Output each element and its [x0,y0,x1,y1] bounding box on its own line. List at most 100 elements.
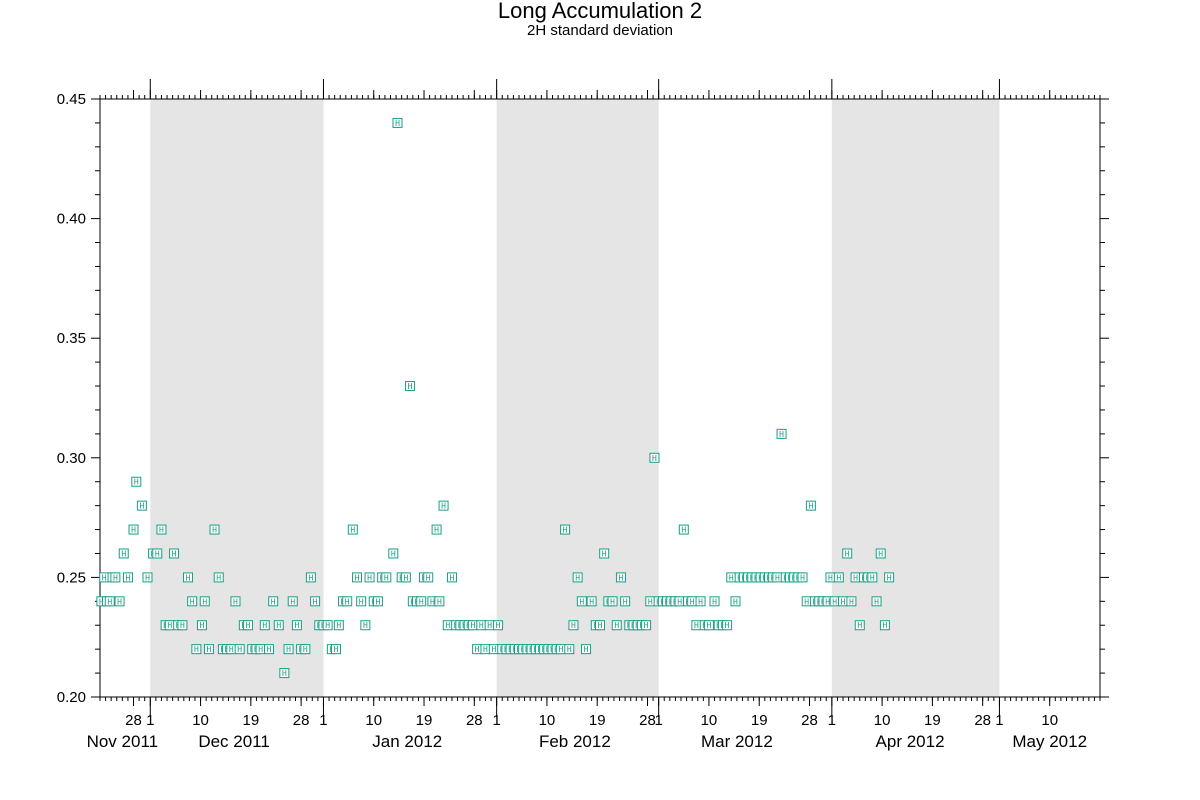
data-point: H [560,524,571,535]
data-point-symbol: H [246,621,251,630]
data-point-symbol: H [113,573,118,582]
data-point: H [438,500,449,511]
data-point: H [722,620,733,631]
data-point: H [199,596,210,607]
data-point: H [342,596,353,607]
data-point: H [875,548,886,559]
data-point-box [875,548,886,559]
x-tick-label: 10 [701,712,718,729]
data-point: H [829,596,840,607]
data-point-symbol: H [483,645,488,654]
data-point: H [372,596,383,607]
data-point: H [423,572,434,583]
data-point: H [867,572,878,583]
data-point-symbol: H [589,597,594,606]
data-point-symbol: H [267,645,272,654]
data-point-symbol: H [172,549,177,558]
data-point-symbol: H [194,645,199,654]
data-point-box [607,596,618,607]
x-tick-label: 1 [654,712,662,729]
data-point-symbol: H [186,573,191,582]
data-point-symbol: H [475,645,480,654]
data-point-symbol: H [363,621,368,630]
data-point: H [846,596,857,607]
data-point-symbol: H [584,645,589,654]
data-point-symbol: H [216,573,221,582]
data-point-box [283,644,294,655]
data-point: H [703,620,714,631]
x-month-label: Feb 2012 [539,732,611,751]
data-point-symbol: H [190,597,195,606]
data-point-symbol: H [853,573,858,582]
x-tick-label: 10 [539,712,556,729]
data-point-symbol: H [107,597,112,606]
data-point-box [446,572,457,583]
plot-frame [99,98,1101,698]
data-point-symbol: H [202,597,207,606]
data-point: H [196,620,207,631]
data-point: H [234,644,245,655]
data-point: H [838,596,849,607]
data-point-symbol: H [571,621,576,630]
x-tick-label: 1 [995,712,1003,729]
data-point: H [305,572,316,583]
data-point-symbol: H [426,573,431,582]
data-point: H [709,596,720,607]
x-month-label: Apr 2012 [876,732,945,751]
data-point-symbol: H [117,597,122,606]
data-point-symbol: H [575,573,580,582]
x-month-label: May 2012 [1012,732,1087,751]
data-point-symbol: H [729,573,734,582]
data-point: H [333,620,344,631]
data-point-box [142,572,153,583]
data-point-box [776,428,787,439]
data-point-box [203,644,214,655]
data-point: H [203,644,214,655]
data-point-box [493,620,504,631]
data-point-symbol: H [229,645,234,654]
data-point-symbol: H [598,621,603,630]
data-point-box [118,548,129,559]
data-point-symbol: H [849,597,854,606]
data-point-symbol: H [619,573,624,582]
data-point-box [152,548,163,559]
data-point: H [484,620,495,631]
data-point: H [674,596,685,607]
data-point: H [268,596,279,607]
data-point-box [110,572,121,583]
data-point: H [442,620,453,631]
data-point-symbol: H [139,502,144,511]
month-shading [150,99,1000,697]
data-point-symbol: H [878,549,883,558]
data-point: H [695,596,706,607]
data-point-box [279,668,290,679]
data-point-symbol: H [652,454,657,463]
data-point: H [416,596,427,607]
data-point-symbol: H [437,597,442,606]
data-point: H [230,596,241,607]
x-axis: 28 1 10 19 28 1 10 19 28 1 10 19 281 10 19 28 1 10 19 28 1 10… [87,79,1101,751]
data-point-box [196,620,207,631]
data-point-symbol: H [313,597,318,606]
data-point-symbol: H [563,526,568,535]
data-point-symbol: H [145,573,150,582]
data-point: H [645,596,656,607]
data-point: H [691,620,702,631]
data-point: H [360,620,371,631]
data-point: H [182,572,193,583]
data-point: H [347,524,358,535]
x-month-label: Dec 2011 [198,732,270,751]
data-point-box [576,596,587,607]
data-point-box [730,596,741,607]
data-point-symbol: H [614,621,619,630]
data-point-symbol: H [167,621,172,630]
data-point-symbol: H [775,573,780,582]
data-point-box [405,381,416,392]
data-point-symbol: H [707,621,712,630]
data-point-symbol: H [212,526,217,535]
data-point: H [164,620,175,631]
data-point-symbol: H [282,669,287,678]
x-tick-label: 19 [924,712,941,729]
data-point-box [649,452,660,463]
x-tick-label: 1 [146,712,154,729]
